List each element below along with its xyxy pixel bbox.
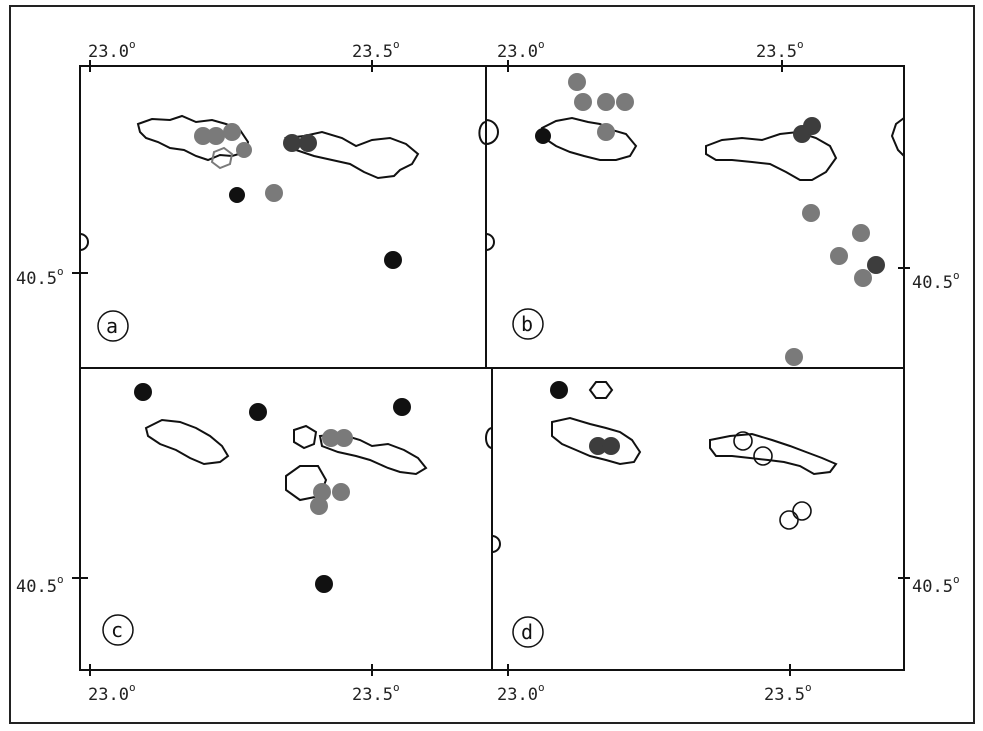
station-marker xyxy=(597,93,615,111)
panel-d: d xyxy=(491,381,838,648)
station-marker xyxy=(223,123,241,141)
open-circle-marker xyxy=(753,446,773,466)
coast-edge-right xyxy=(478,121,487,145)
coast-edge-left xyxy=(79,233,89,251)
panel-d-label-circle xyxy=(512,616,544,648)
panel-d-frame xyxy=(491,367,905,671)
island-outline-west xyxy=(540,116,638,161)
station-marker xyxy=(852,224,870,242)
station-marker xyxy=(236,142,252,158)
coast-edge-left xyxy=(485,233,495,251)
station-marker xyxy=(322,429,340,447)
panel-a-label: a xyxy=(106,314,118,338)
panel-b-label-circle xyxy=(512,308,544,340)
station-marker xyxy=(589,437,607,455)
top-label-23-5-right: 23.5o xyxy=(756,38,804,62)
station-marker xyxy=(384,251,402,269)
island-outline-west xyxy=(551,416,642,466)
top-label-23-0-left: 23.0o xyxy=(88,38,136,62)
hexagon-marker xyxy=(588,381,614,399)
lat-label-40-5-left-bottom: 40.5o xyxy=(16,573,64,597)
station-marker xyxy=(867,256,885,274)
hexagon-marker xyxy=(293,424,318,450)
station-marker xyxy=(249,403,267,421)
coast-edge-right xyxy=(485,427,493,449)
station-marker xyxy=(602,437,620,455)
station-marker xyxy=(535,128,551,144)
station-marker xyxy=(335,429,353,447)
panel-a-label-circle xyxy=(97,310,129,342)
island-outline-east xyxy=(284,130,420,180)
panel-b: b xyxy=(485,73,905,366)
station-marker xyxy=(785,348,803,366)
coast-edge-left xyxy=(491,535,501,553)
island-outline-west xyxy=(144,418,230,466)
station-marker xyxy=(315,575,333,593)
top-label-23-5-left: 23.5o xyxy=(352,38,400,62)
island-outline-east xyxy=(709,432,838,476)
panel-b-label: b xyxy=(521,312,533,336)
open-circle-marker xyxy=(779,510,799,530)
lat-label-40-5-left-top: 40.5o xyxy=(16,265,64,289)
station-marker xyxy=(229,187,245,203)
station-marker xyxy=(299,134,317,152)
station-marker xyxy=(265,184,283,202)
bottom-label-23-5-left: 23.5o xyxy=(352,681,400,705)
station-marker xyxy=(854,269,872,287)
island-outline-east xyxy=(318,432,428,476)
station-marker xyxy=(207,127,225,145)
panel-c: c xyxy=(102,383,493,646)
open-circle-marker xyxy=(733,431,753,451)
station-marker xyxy=(803,117,821,135)
panel-c-label: c xyxy=(111,618,123,642)
panel-a: a xyxy=(79,114,487,342)
open-circle-marker xyxy=(792,501,812,521)
island-outline-east xyxy=(705,130,838,181)
station-marker xyxy=(550,381,568,399)
station-marker xyxy=(393,398,411,416)
station-marker xyxy=(802,204,820,222)
station-marker xyxy=(313,483,331,501)
station-marker xyxy=(194,127,212,145)
station-marker xyxy=(574,93,592,111)
coast-edge-left xyxy=(485,119,499,145)
station-marker xyxy=(134,383,152,401)
bottom-label-23-0-right: 23.0o xyxy=(497,681,545,705)
lat-label-40-5-right-bottom: 40.5o xyxy=(912,573,960,597)
axis-ticks xyxy=(72,60,910,676)
top-label-23-0-right: 23.0o xyxy=(497,38,545,62)
station-marker xyxy=(332,483,350,501)
panel-c-label-circle xyxy=(102,614,134,646)
station-marker xyxy=(597,123,615,141)
panel-d-label: d xyxy=(521,620,533,644)
station-marker xyxy=(283,134,301,152)
coast-edge-right xyxy=(890,117,905,157)
station-marker xyxy=(830,247,848,265)
station-marker xyxy=(310,497,328,515)
station-marker xyxy=(616,93,634,111)
station-marker xyxy=(568,73,586,91)
bottom-label-23-5-right: 23.5o xyxy=(764,681,812,705)
bottom-label-23-0-left: 23.0o xyxy=(88,681,136,705)
lat-label-40-5-right-top: 40.5o xyxy=(912,269,960,293)
hexagon-marker xyxy=(210,146,234,170)
